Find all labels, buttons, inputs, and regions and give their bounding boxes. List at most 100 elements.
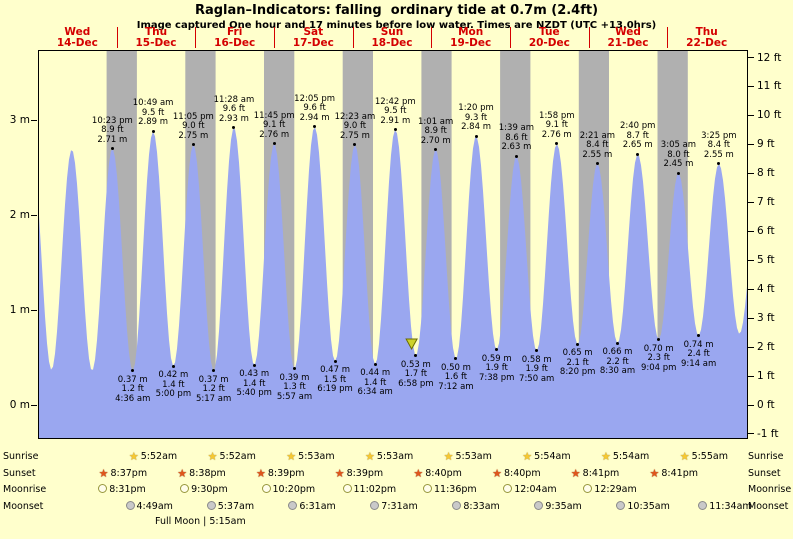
sunset-icon — [177, 467, 187, 481]
day-name: Tue — [539, 26, 560, 38]
tide-point-dot — [434, 148, 438, 151]
sunrise-icon — [365, 450, 375, 464]
sunset-icon — [650, 467, 660, 481]
sunrise-time: 5:54am — [612, 451, 650, 462]
tide-annotation-line: 12:05 pm — [294, 93, 336, 104]
tide-annotation-line: 9.5 ft — [384, 106, 407, 117]
moonset-entry: 7:31am — [370, 500, 418, 513]
moonrise-entry: 10:20pm — [261, 483, 315, 496]
sunrise-entry: 5:53am — [444, 450, 491, 464]
tide-annotation-line: 11:28 am — [213, 94, 255, 105]
moonset-time: 6:31am — [299, 500, 336, 512]
tide-point-dot — [474, 134, 478, 138]
moonrise-icon — [342, 484, 352, 493]
tide-point-dot — [616, 341, 620, 345]
high-tide-annotation: 10:49 am 9.5 ft 2.89 m — [123, 99, 183, 128]
day-boundary-tick — [667, 27, 669, 48]
low-tide-annotation: 0.39 m 1.3 ft 5:57 am — [265, 372, 325, 403]
tide-point-dot — [495, 348, 499, 352]
axis-tick — [31, 309, 37, 311]
tide-annotation-line: 1:20 pm — [458, 103, 494, 114]
tide-annotation-line: 2.1 ft — [566, 357, 589, 368]
tide-point-dot — [191, 143, 195, 147]
moonset-entry: 9:35am — [534, 500, 582, 513]
plot-area: 10:23 pm 8.9 ft 2.71 m 0.37 m 1.2 ft 4:36 am 1… — [38, 50, 748, 439]
high-tide-annotation: 3:05 am 8.0 ft 2.45 m — [648, 141, 708, 170]
chart-title: Raglan–Indicators: falling ordinary tide… — [194, 3, 599, 18]
moonset-time: 11:34am — [709, 500, 752, 512]
low-tide-annotation: 0.42 m 1.4 ft 5:00 pm — [143, 371, 203, 400]
axis-label: 4 ft — [757, 283, 775, 296]
tide-annotation-line: 0.42 m — [158, 370, 189, 381]
sunrise-time: 5:53am — [298, 451, 335, 462]
moonset-icon — [616, 500, 626, 510]
tide-annotation-line: 3:25 pm — [701, 130, 737, 141]
chart-subtitle: Image captured One hour and 17 minutes b… — [136, 20, 657, 31]
tide-annotation-line: 0.53 m — [400, 359, 431, 370]
high-tide-annotation: 12:05 pm 9.6 ft 2.94 m — [285, 93, 345, 124]
tide-annotation-line: 6:19 pm — [317, 384, 353, 395]
day-date: 14-Dec — [56, 37, 98, 49]
day-date: 22-Dec — [686, 37, 728, 49]
moonset-entry: 8:33am — [452, 500, 500, 513]
axis-tick — [748, 114, 754, 116]
day-boundary-tick — [116, 27, 118, 48]
axis-tick — [31, 214, 37, 216]
day-name: Wed — [64, 26, 91, 38]
sunrise-icon — [129, 450, 139, 464]
tide-annotation-line: 9.1 ft — [545, 120, 568, 131]
sunrise-icon — [601, 450, 611, 464]
moonrise-icon — [261, 484, 271, 493]
sunset-entry: 8:38pm — [177, 467, 226, 481]
high-tide-annotation: 1:20 pm 9.3 ft 2.84 m — [446, 104, 506, 133]
day-boundary-tick — [510, 27, 511, 48]
tide-point-dot — [657, 338, 661, 341]
sunrise-icon — [522, 450, 532, 464]
tide-point-dot — [636, 152, 640, 156]
axis-label: 2 m — [9, 209, 30, 221]
tide-point-dot — [717, 162, 721, 166]
moonrise-time: 12:29am — [594, 484, 637, 495]
tide-annotation-line: 7:38 pm — [478, 372, 515, 383]
tide-point-dot — [212, 369, 216, 373]
sunset-icon — [571, 467, 581, 481]
moonset-time: 8:33am — [463, 500, 500, 512]
axis-tick — [748, 230, 754, 232]
moonset-icon — [288, 500, 298, 510]
sunset-entry: 8:41pm — [650, 467, 698, 481]
day-label: Fri 16-Dec — [200, 27, 270, 49]
moonrise-icon — [503, 484, 513, 493]
tide-annotation-line: 9.0 ft — [343, 121, 367, 132]
astro-row-label-right-moonrise: Moonrise — [748, 484, 792, 495]
high-tide-annotation: 11:28 am 9.6 ft 2.93 m — [204, 94, 264, 125]
tide-annotation-line: 8:30 am — [599, 366, 636, 377]
sunrise-entry: 5:55am — [680, 450, 728, 464]
low-tide-annotation: 0.59 m 1.9 ft 7:38 pm — [467, 354, 527, 384]
sunset-icon — [256, 467, 266, 481]
day-label: Mon 19-Dec — [436, 27, 506, 49]
tide-annotation-line: 1.4 ft — [162, 379, 185, 390]
sunrise-time: 5:53am — [376, 451, 414, 462]
moonset-icon — [206, 500, 216, 510]
tide-annotation-line: 1:58 pm — [539, 110, 575, 121]
tide-annotation-line: 2.75 m — [178, 130, 209, 141]
tide-annotation-line: 4:36 am — [115, 393, 151, 404]
tide-annotation-line: 12:23 am — [334, 111, 376, 122]
tide-annotation-line: 5:17 am — [196, 393, 232, 404]
moonset-entry: 4:49am — [125, 500, 173, 513]
day-name: Sun — [380, 26, 404, 38]
axis-label: -1 ft — [757, 427, 779, 440]
axis-label: 1 m — [9, 304, 30, 316]
moonrise-time: 9:30pm — [191, 484, 228, 495]
tide-annotation-line: 9.6 ft — [222, 104, 246, 115]
tide-annotation-line: 2.65 m — [622, 140, 653, 151]
axis-tick — [748, 375, 754, 377]
moonset-entry: 10:35am — [616, 500, 670, 513]
sunrise-time: 5:54am — [534, 451, 571, 462]
tide-annotation-line: 2.55 m — [582, 149, 613, 160]
astro-row-label-left-sunset: Sunset — [3, 467, 36, 479]
tide-annotation-line: 2.91 m — [380, 115, 411, 126]
astro-row-label-right-moonset: Moonset — [748, 500, 789, 512]
tide-annotation-line: 0.39 m — [279, 372, 310, 383]
day-label: Thu 15-Dec — [121, 27, 191, 49]
